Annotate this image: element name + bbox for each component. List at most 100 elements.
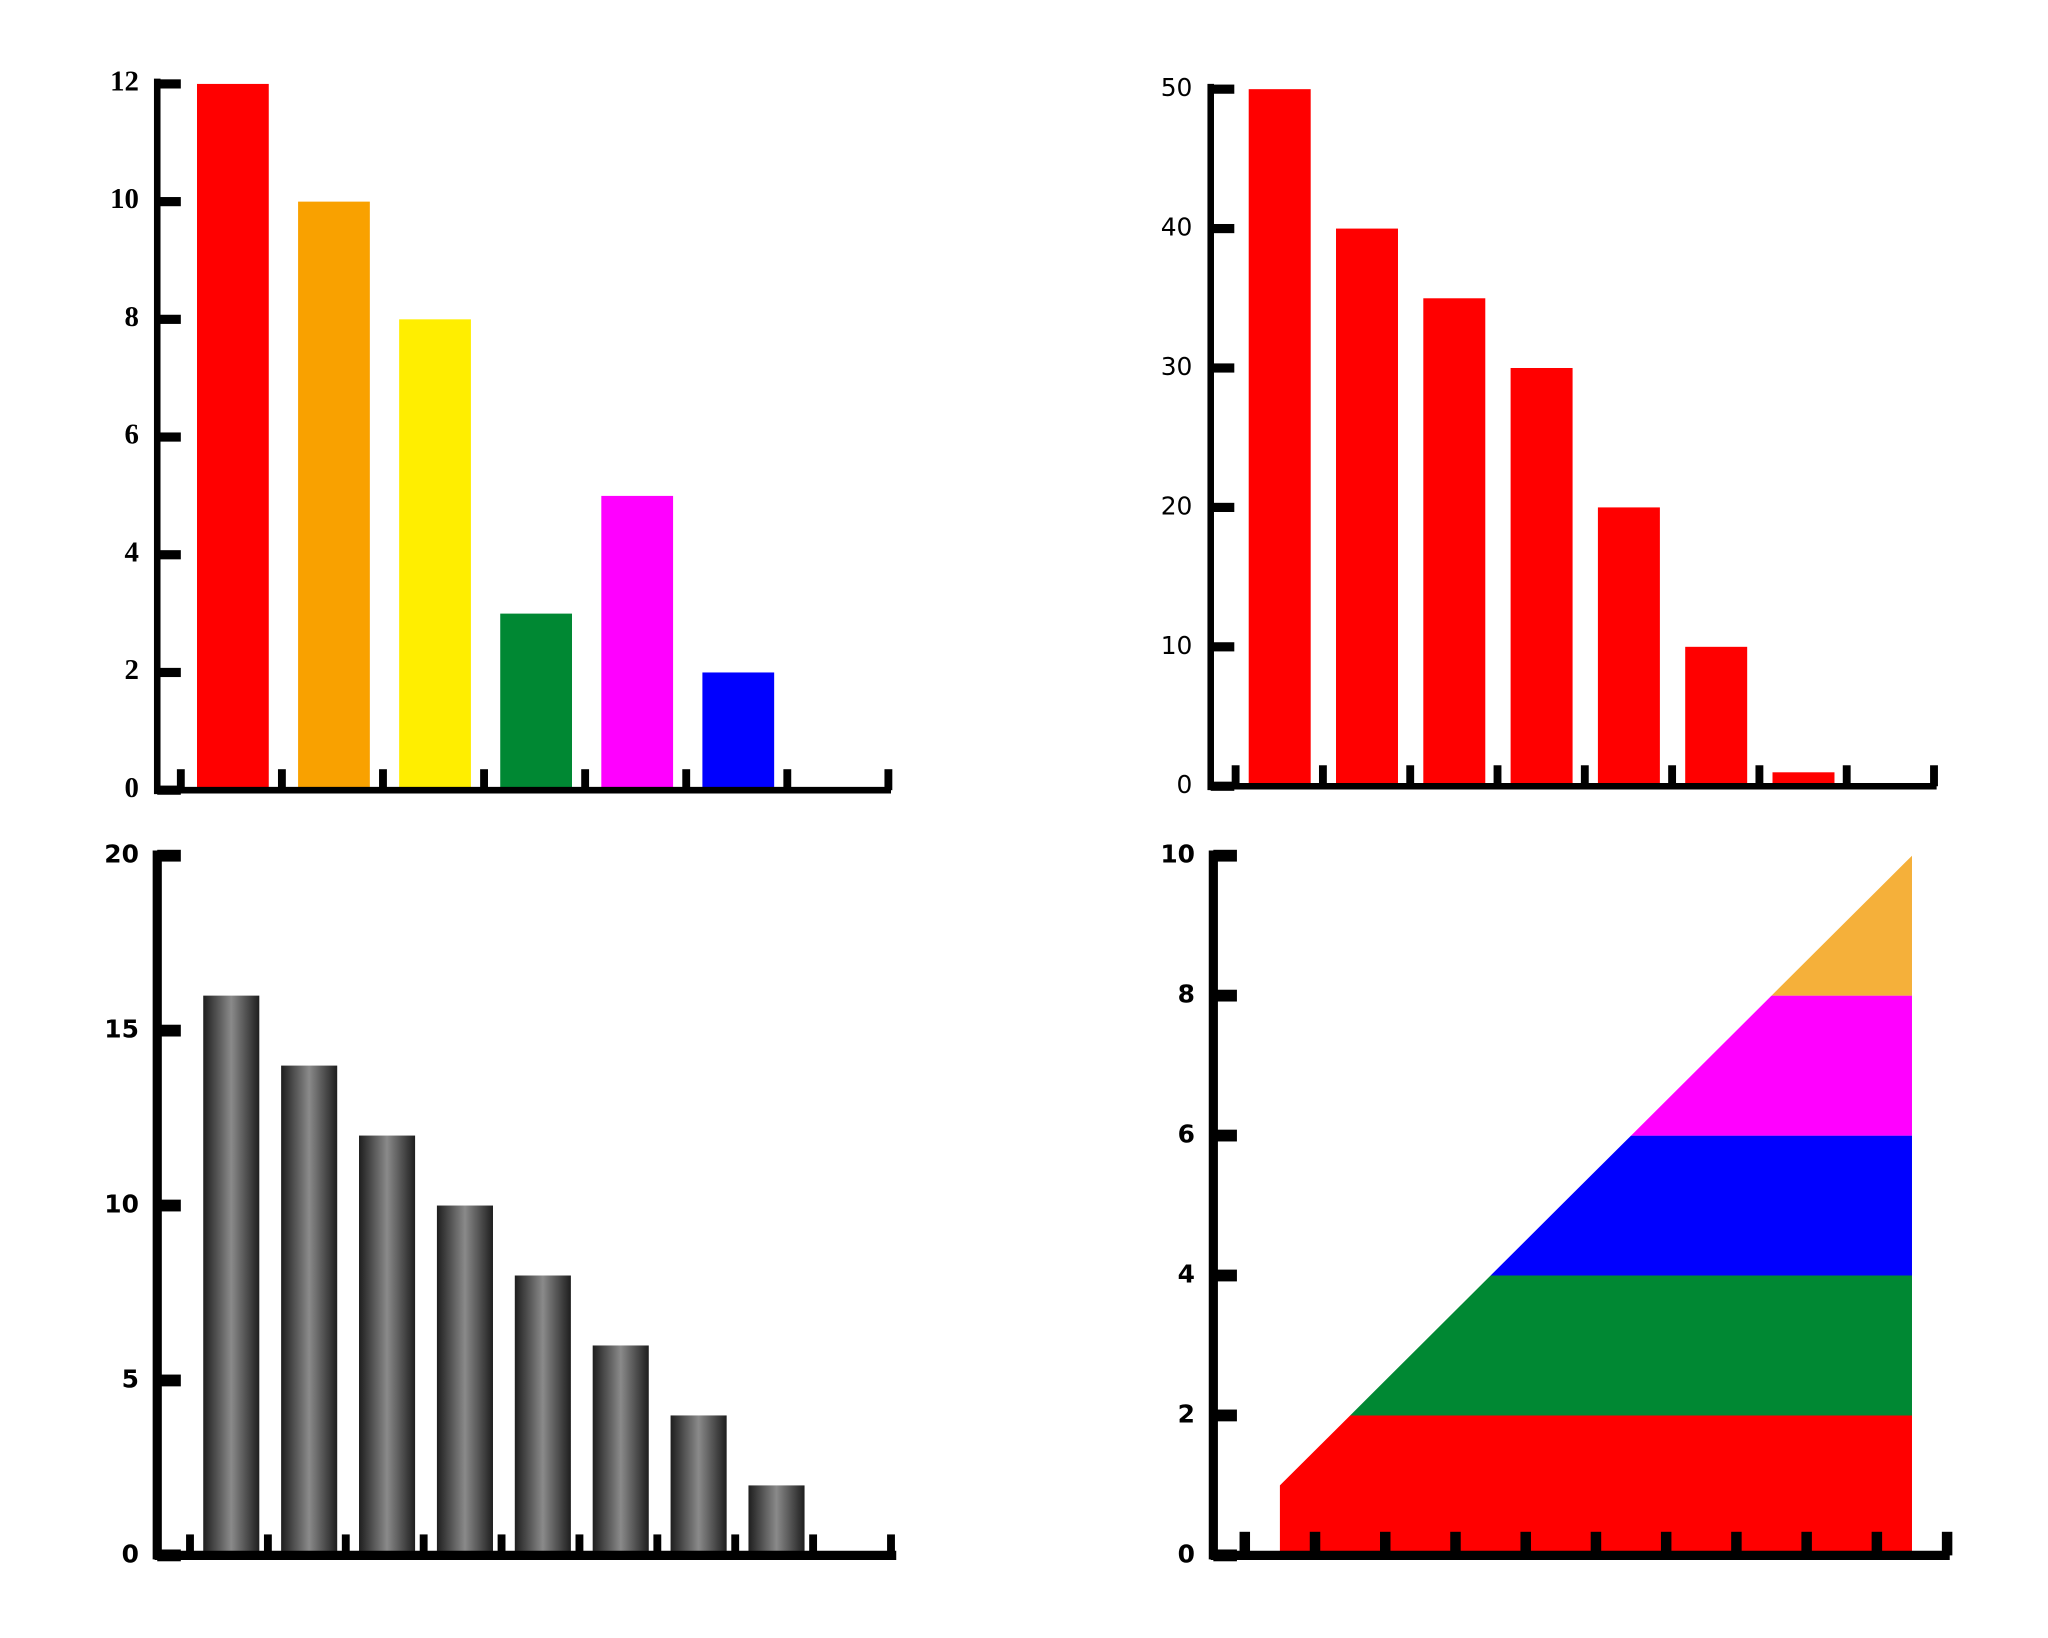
x-tick — [1580, 765, 1589, 787]
area-band — [1279, 1275, 1912, 1486]
y-tick — [1213, 1549, 1237, 1562]
bar — [748, 1485, 805, 1556]
area-band — [1279, 995, 1912, 1486]
x-tick — [1450, 1531, 1461, 1556]
bar — [601, 495, 674, 791]
y-tick — [157, 432, 181, 442]
area-band — [1279, 1415, 1912, 1556]
x-tick — [176, 769, 185, 791]
y-tick-label: 40 — [1161, 213, 1193, 242]
bar — [500, 613, 573, 791]
x-tick — [1930, 765, 1938, 787]
y-tick — [1213, 849, 1237, 862]
chart: 0 5 10 15 20 — [104, 840, 897, 1568]
x-tick — [1755, 765, 1764, 787]
y-tick-label: 2 — [124, 654, 138, 686]
y-tick-label: 0 — [122, 1539, 139, 1568]
y-tick — [1213, 1409, 1237, 1422]
y-tick-label: 12 — [110, 66, 139, 98]
y-tick-label: 6 — [124, 419, 138, 451]
y-tick — [157, 667, 181, 678]
bar — [203, 995, 260, 1556]
x-tick — [1239, 1531, 1251, 1556]
chart: 0 2 4 6 8 10 — [1160, 840, 1953, 1568]
x-tick — [419, 1534, 428, 1556]
x-tick — [1871, 1531, 1883, 1556]
area-band — [1279, 1135, 1912, 1486]
y-tick-label: 5 — [122, 1364, 139, 1393]
y-tick-label: 50 — [1161, 73, 1193, 102]
y-tick — [157, 79, 181, 89]
x-tick — [1406, 765, 1415, 787]
y-tick-label: 4 — [124, 536, 138, 568]
x-tick — [1660, 1531, 1672, 1556]
x-tick — [575, 1534, 584, 1556]
x-tick — [497, 1534, 506, 1556]
y-tick-label: 0 — [124, 772, 138, 804]
y-tick-label: 0 — [1178, 1539, 1195, 1568]
y-tick — [157, 1374, 181, 1387]
y-tick — [1213, 989, 1237, 1002]
y-tick — [157, 1024, 181, 1037]
y-tick — [1210, 502, 1235, 512]
x-tick — [341, 1534, 350, 1556]
x-tick — [682, 769, 691, 791]
y-tick-label: 20 — [1161, 491, 1193, 520]
y-tick-label: 10 — [104, 1190, 139, 1219]
bar — [1772, 772, 1835, 787]
y-tick-label: 6 — [1178, 1120, 1195, 1149]
x-tick — [1520, 1531, 1531, 1556]
bar — [281, 1065, 338, 1556]
x-tick — [581, 769, 590, 791]
y-tick-label: 4 — [1178, 1260, 1195, 1289]
x-tick — [1231, 765, 1240, 787]
x-tick — [277, 769, 286, 791]
y-tick — [157, 785, 181, 795]
y-tick-label: 8 — [124, 301, 138, 333]
y-tick — [157, 197, 181, 207]
x-tick — [263, 1534, 272, 1556]
bar — [670, 1415, 727, 1556]
bar — [298, 201, 370, 791]
bar — [1597, 507, 1660, 787]
x-tick — [1668, 765, 1677, 787]
x-tick — [1590, 1531, 1602, 1556]
y-tick — [1210, 363, 1235, 373]
x-tick — [731, 1534, 740, 1556]
bar — [359, 1135, 416, 1556]
bar — [1336, 228, 1398, 787]
bar — [399, 319, 471, 791]
y-tick — [157, 849, 181, 862]
x-tick — [1380, 1531, 1391, 1556]
chart: 0 2 4 6 8 10 12 — [110, 66, 893, 804]
y-tick — [1210, 642, 1235, 652]
y-tick — [157, 1199, 181, 1212]
y-tick — [1213, 1269, 1237, 1282]
y-tick — [157, 550, 181, 560]
x-tick — [1842, 765, 1851, 787]
bar — [1685, 646, 1748, 787]
x-tick — [884, 769, 893, 791]
x-tick — [1731, 1531, 1742, 1556]
x-tick — [480, 769, 488, 791]
y-tick-label: 10 — [1160, 840, 1195, 869]
bar — [1423, 298, 1486, 787]
bar — [514, 1275, 571, 1556]
bar — [702, 672, 775, 791]
y-tick-label: 15 — [104, 1015, 139, 1044]
y-tick — [157, 314, 181, 324]
y-tick-label: 10 — [1161, 631, 1193, 660]
x-tick — [1801, 1531, 1812, 1556]
y-tick — [1213, 1129, 1237, 1142]
y-tick — [157, 1549, 181, 1562]
y-tick-label: 20 — [104, 840, 139, 869]
bar — [1248, 89, 1311, 787]
x-tick — [1941, 1531, 1953, 1556]
chart: 0 10 20 30 40 50 — [1161, 73, 1938, 799]
bar — [1510, 367, 1573, 787]
x-tick — [887, 1534, 895, 1556]
x-tick — [1309, 1531, 1321, 1556]
x-tick — [653, 1534, 662, 1556]
y-tick-label: 2 — [1178, 1399, 1195, 1428]
